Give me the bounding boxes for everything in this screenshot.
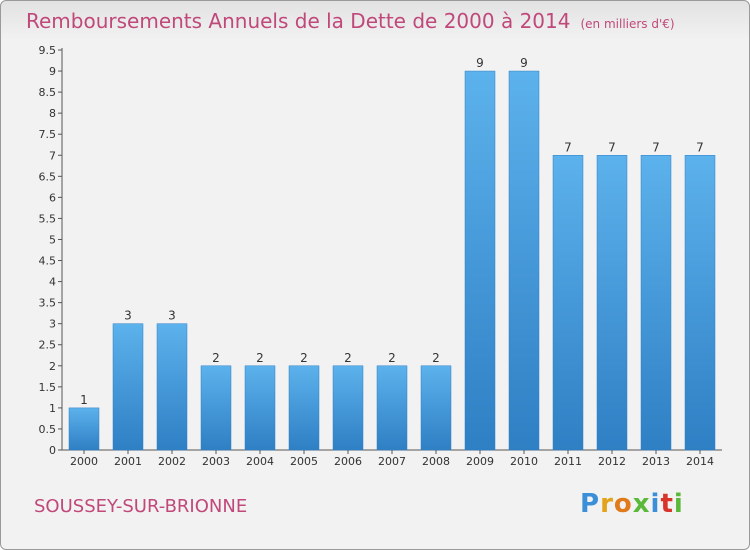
data-label: 9: [520, 56, 528, 70]
bar: [244, 365, 276, 451]
logo-letter: o: [613, 489, 633, 519]
bar: [200, 365, 232, 451]
data-label: 7: [652, 140, 660, 154]
logo-letter: x: [632, 489, 651, 519]
x-tick-label: 2014: [686, 455, 714, 468]
data-label: 2: [300, 351, 308, 365]
logo-letter: r: [600, 489, 614, 519]
commune-name: SOUSSEY-SUR-BRIONNE: [34, 496, 248, 517]
title-unit: (en milliers d'€): [580, 17, 675, 31]
y-tick-label: 7.5: [39, 128, 57, 141]
data-label: 7: [696, 140, 704, 154]
x-tick-label: 2008: [422, 455, 450, 468]
data-label: 2: [432, 351, 440, 365]
y-tick-label: 3.5: [39, 297, 57, 310]
bar: [68, 407, 100, 451]
logo-letter: P: [580, 489, 601, 519]
y-tick-label: 5.5: [39, 212, 57, 225]
data-label: 3: [168, 309, 176, 323]
x-tick-label: 2001: [114, 455, 142, 468]
bar: [420, 365, 452, 451]
x-tick-label: 2013: [642, 455, 670, 468]
y-tick-label: 5: [49, 233, 56, 246]
y-tick-label: 7: [49, 149, 56, 162]
y-tick-label: 9.5: [39, 44, 57, 57]
x-tick-label: 2011: [554, 455, 582, 468]
logo-letter: i: [673, 489, 684, 519]
y-tick-label: 2: [49, 360, 56, 373]
y-tick-label: 3: [49, 318, 56, 331]
x-tick-label: 2012: [598, 455, 626, 468]
bar: [640, 155, 672, 451]
bar: [596, 155, 628, 451]
chart-title: Remboursements Annuels de la Dette de 20…: [26, 9, 675, 33]
y-tick-label: 9: [49, 65, 56, 78]
y-tick-label: 4: [49, 276, 56, 289]
bar: [376, 365, 408, 451]
y-tick-label: 0.5: [39, 423, 57, 436]
x-tick-label: 2003: [202, 455, 230, 468]
bar: [684, 155, 716, 451]
bar: [112, 323, 144, 451]
data-label: 9: [476, 56, 484, 70]
bar: [332, 365, 364, 451]
y-tick-label: 4.5: [39, 255, 57, 268]
data-label: 2: [256, 351, 264, 365]
data-label: 2: [344, 351, 352, 365]
x-tick-label: 2006: [334, 455, 362, 468]
bar: [464, 70, 496, 451]
y-tick-label: 2.5: [39, 339, 57, 352]
logo-letter: t: [660, 489, 674, 519]
logo-letter: i: [650, 489, 661, 519]
data-label: 3: [124, 309, 132, 323]
y-tick-label: 6: [49, 191, 56, 204]
data-label: 1: [80, 393, 88, 407]
y-tick-label: 8.5: [39, 86, 57, 99]
bar: [156, 323, 188, 451]
x-tick-label: 2005: [290, 455, 318, 468]
data-label: 2: [212, 351, 220, 365]
bar: [508, 70, 540, 451]
bar: [552, 155, 584, 451]
x-tick-label: 2002: [158, 455, 186, 468]
x-tick-label: 2007: [378, 455, 406, 468]
x-tick-label: 2009: [466, 455, 494, 468]
bar: [288, 365, 320, 451]
x-tick-label: 2010: [510, 455, 538, 468]
title-text: Remboursements Annuels de la Dette de 20…: [26, 9, 571, 33]
y-tick-label: 1: [49, 402, 56, 415]
x-tick-label: 2004: [246, 455, 274, 468]
data-label: 2: [388, 351, 396, 365]
data-label: 7: [608, 140, 616, 154]
data-label: 7: [564, 140, 572, 154]
y-tick-label: 0: [49, 444, 56, 457]
y-tick-label: 1.5: [39, 381, 57, 394]
y-tick-label: 8: [49, 107, 56, 120]
proxiti-logo: Proxiti: [580, 489, 684, 519]
x-tick-label: 2000: [70, 455, 98, 468]
y-tick-label: 6.5: [39, 170, 57, 183]
